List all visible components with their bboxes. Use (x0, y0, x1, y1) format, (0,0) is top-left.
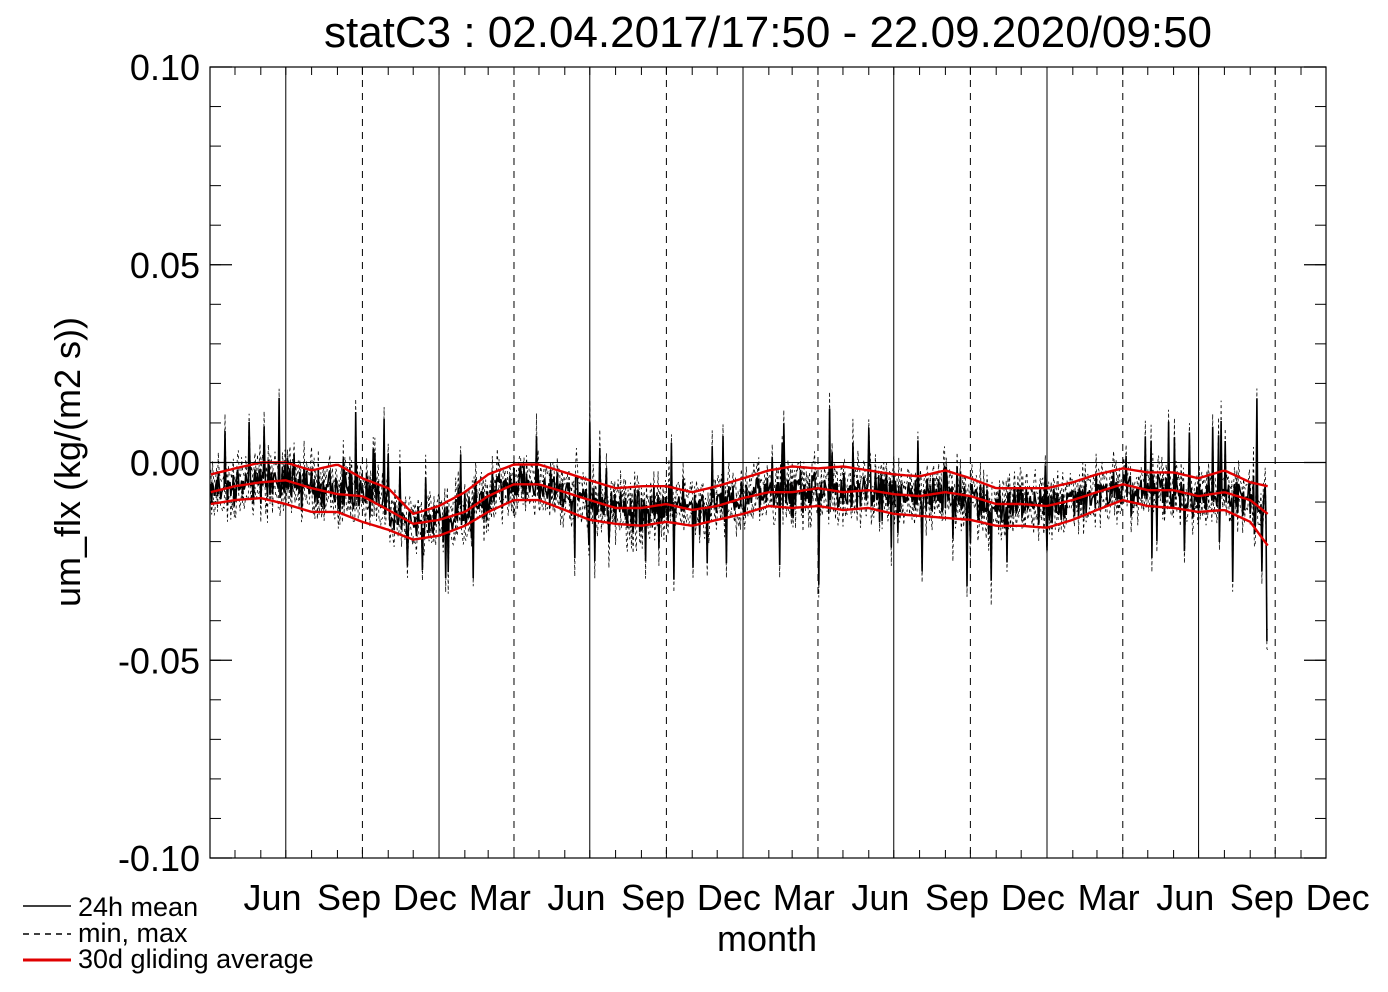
x-tick-label: Sep (317, 877, 381, 918)
x-tick-label: Dec (1001, 877, 1065, 918)
series-24h-mean (210, 397, 1268, 642)
series-min (210, 406, 1269, 650)
x-tick-label: Jun (851, 877, 909, 918)
x-tick-label: Dec (393, 877, 457, 918)
x-tick-label: Jun (243, 877, 301, 918)
x-tick-label: Mar (469, 877, 531, 918)
x-tick-label: Sep (621, 877, 685, 918)
x-tick-label: Sep (1230, 877, 1294, 918)
legend: 24h mean min, max 30d gliding average (23, 892, 314, 974)
x-tick-label: Mar (1078, 877, 1140, 918)
y-tick-label: -0.05 (118, 640, 200, 681)
gliding-average-lower (210, 496, 1269, 547)
legend-label-average: 30d gliding average (78, 944, 314, 974)
y-tick-label: 0.00 (130, 443, 200, 484)
x-tick-label: Mar (773, 877, 835, 918)
y-tick-label: 0.05 (130, 245, 200, 286)
x-tick-labels: Jun Sep Dec Mar Jun Sep Dec Mar Jun Sep Dec Mar Jun S… (243, 877, 1369, 918)
x-tick-label: Jun (547, 877, 605, 918)
data-series (210, 388, 1269, 650)
gliding-average-upper (210, 461, 1268, 516)
y-tick-label: 0.10 (130, 47, 200, 88)
y-axis-label: um_flx (kg/(m2 s)) (47, 317, 88, 607)
x-axis-label: month (717, 918, 817, 959)
legend-label-minmax: min, max (78, 918, 188, 948)
legend-label-mean: 24h mean (78, 892, 198, 922)
x-tick-label: Dec (697, 877, 761, 918)
gliding-average-mean (210, 479, 1269, 526)
x-tick-label: Sep (925, 877, 989, 918)
y-tick-labels: 0.10 0.05 0.00 -0.05 -0.10 (118, 47, 200, 879)
x-tick-label: Jun (1156, 877, 1214, 918)
y-tick-label: -0.10 (118, 838, 200, 879)
x-tick-label: Dec (1306, 877, 1370, 918)
chart-title: statC3 : 02.04.2017/17:50 - 22.09.2020/0… (324, 8, 1212, 57)
series-max (210, 388, 1269, 631)
plot-frame (209, 66, 1327, 859)
